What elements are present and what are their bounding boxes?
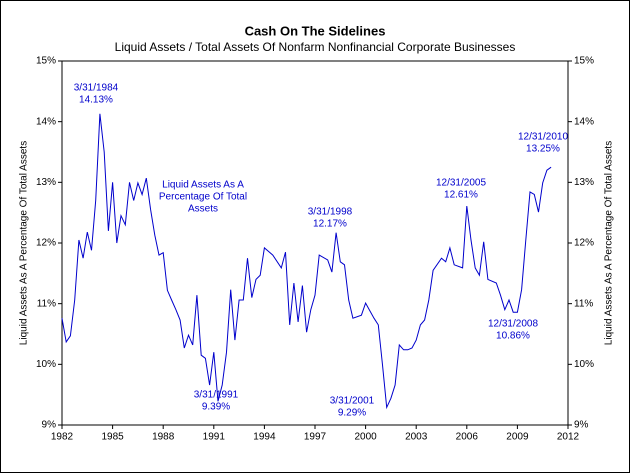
annotation-value: 10.86%	[496, 331, 530, 342]
x-tick-label: 1982	[51, 432, 74, 443]
annotation-date: 12/31/2008	[488, 319, 538, 330]
y2-tick-label: 15%	[574, 56, 594, 67]
annotation-value: 12.17%	[313, 219, 347, 230]
annotation-value: 9.29%	[338, 408, 366, 419]
annotation-value: 12.61%	[444, 190, 478, 201]
x-tick-label: 2000	[354, 432, 377, 443]
data-line	[61, 113, 552, 410]
y2-tick-label: 10%	[574, 359, 594, 370]
annotation-date: 12/31/2010	[518, 132, 568, 143]
annotation-date: 12/31/2005	[436, 178, 486, 189]
x-tick-label: 2006	[456, 432, 479, 443]
chart-subtitle: Liquid Assets / Total Assets Of Nonfarm …	[115, 40, 516, 54]
y-axis-label: Liquid Assets As A Percentage Of Total A…	[19, 141, 30, 345]
y-tick-label: 14%	[36, 116, 56, 127]
x-tick-label: 1991	[203, 432, 226, 443]
annotation-date: 3/31/1991	[194, 390, 239, 401]
y2-tick-label: 13%	[574, 177, 594, 188]
series-label: Assets	[188, 204, 218, 215]
y2-tick-label: 11%	[574, 298, 593, 309]
x-tick-label: 1985	[101, 432, 124, 443]
series-label: Percentage Of Total	[159, 192, 247, 203]
annotation-date: 3/31/1984	[74, 83, 119, 94]
x-tick-label: 2003	[405, 432, 428, 443]
annotation-value: 9.39%	[202, 402, 230, 413]
annotation-date: 3/31/2001	[330, 396, 375, 407]
x-tick-label: 1994	[253, 432, 276, 443]
x-tick-label: 1997	[304, 432, 327, 443]
y-tick-label: 11%	[37, 298, 56, 309]
series-label: Liquid Assets As A	[162, 180, 244, 191]
annotation-value: 13.25%	[526, 144, 560, 155]
x-tick-label: 2012	[557, 432, 580, 443]
y-tick-label: 9%	[42, 420, 57, 431]
plot-area	[61, 60, 569, 426]
x-tick-label: 1988	[152, 432, 175, 443]
y2-tick-label: 14%	[574, 116, 594, 127]
annotation-value: 14.13%	[79, 95, 113, 106]
chart-title: Cash On The Sidelines	[245, 23, 386, 38]
y-tick-label: 10%	[36, 359, 56, 370]
y2-tick-label: 9%	[574, 420, 589, 431]
y2-axis-label: Liquid Assets As A Percentage Of Total A…	[604, 141, 615, 345]
y-tick-label: 13%	[36, 177, 56, 188]
y-tick-label: 15%	[36, 56, 56, 67]
annotation-date: 3/31/1998	[308, 207, 353, 218]
y-tick-label: 12%	[36, 238, 56, 249]
y2-tick-label: 12%	[574, 238, 594, 249]
x-tick-label: 2009	[506, 432, 529, 443]
